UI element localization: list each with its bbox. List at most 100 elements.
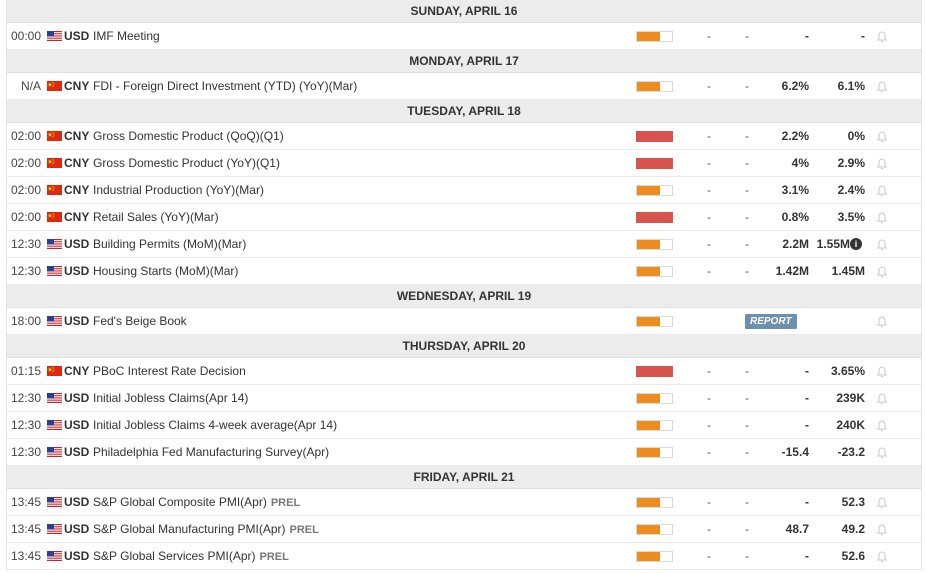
event-row[interactable]: 18:00 USD Fed's Beige Book REPORT — [7, 308, 921, 335]
event-name-text: Retail Sales (YoY)(Mar) — [93, 210, 219, 224]
event-time: 02:00 — [10, 129, 41, 143]
event-row[interactable]: 13:45 USD S&P Global Manufacturing PMI(A… — [7, 516, 921, 543]
event-time: 13:45 — [10, 522, 41, 536]
event-row[interactable]: 13:45 USD S&P Global Composite PMI(Apr) P… — [7, 489, 921, 516]
event-row[interactable]: 02:00 CNY Gross Domestic Product (QoQ)(Q… — [7, 123, 921, 150]
event-name[interactable]: IMF Meeting — [93, 23, 160, 50]
event-currency: USD — [64, 237, 90, 251]
bell-icon[interactable] — [876, 158, 888, 170]
bell-icon[interactable] — [876, 447, 888, 459]
info-icon[interactable]: i — [850, 238, 862, 250]
impact-bar-high — [636, 366, 673, 377]
event-row[interactable]: 12:30 USD Philadelphia Fed Manufacturing… — [7, 439, 921, 466]
previous-value: 0.8% — [781, 210, 809, 224]
prel-tag: PREL — [270, 497, 301, 509]
event-time: 12:30 — [10, 264, 41, 278]
event-currency: USD — [64, 445, 90, 459]
previous-value: 2.2M — [782, 237, 809, 251]
bell-icon[interactable] — [876, 366, 888, 378]
impact-bar-medium — [636, 185, 673, 196]
us-flag-icon — [47, 316, 62, 326]
day-header: MONDAY, APRIL 17 — [7, 50, 921, 73]
event-name[interactable]: Initial Jobless Claims(Apr 14) — [93, 385, 248, 412]
impact-fill — [637, 367, 672, 376]
previous-value: 3.1% — [781, 183, 809, 197]
event-time: 00:00 — [10, 29, 41, 43]
event-name[interactable]: S&P Global Composite PMI(Apr) PREL — [93, 489, 300, 517]
event-name[interactable]: Fed's Beige Book — [93, 308, 187, 335]
impact-bar-medium — [636, 266, 673, 277]
event-row[interactable]: 13:45 USD S&P Global Services PMI(Apr) PR… — [7, 543, 921, 570]
bell-icon[interactable] — [876, 420, 888, 432]
event-row[interactable]: 01:15 CNY PBoC Interest Rate Decision - … — [7, 358, 921, 385]
cn-flag-icon — [47, 81, 62, 91]
event-name-text: Initial Jobless Claims 4-week average(Ap… — [93, 418, 338, 432]
bell-icon[interactable] — [876, 31, 888, 43]
event-name-text: Gross Domestic Product (QoQ)(Q1) — [93, 129, 284, 143]
actual-value: - — [707, 264, 711, 278]
bell-icon[interactable] — [876, 316, 888, 328]
previous-value: 1.42M — [775, 264, 809, 278]
event-name[interactable]: Retail Sales (YoY)(Mar) — [93, 204, 219, 231]
event-name[interactable]: S&P Global Manufacturing PMI(Apr) PREL — [93, 516, 319, 544]
bell-icon[interactable] — [876, 81, 888, 93]
event-row[interactable]: 00:00 USD IMF Meeting - - - - — [7, 23, 921, 50]
event-name[interactable]: Building Permits (MoM)(Mar) — [93, 231, 246, 258]
event-currency: USD — [64, 264, 90, 278]
day-header: SUNDAY, APRIL 16 — [7, 0, 921, 23]
bell-icon[interactable] — [876, 266, 888, 278]
event-row[interactable]: 02:00 CNY Retail Sales (YoY)(Mar) - - 0.… — [7, 204, 921, 231]
event-name[interactable]: Philadelphia Fed Manufacturing Survey(Ap… — [93, 439, 329, 466]
impact-bar-medium — [636, 316, 673, 327]
event-name[interactable]: S&P Global Services PMI(Apr) PREL — [93, 543, 289, 571]
event-row[interactable]: 12:30 USD Housing Starts (MoM)(Mar) - - … — [7, 258, 921, 285]
event-name[interactable]: Housing Starts (MoM)(Mar) — [93, 258, 238, 285]
bell-icon[interactable] — [876, 524, 888, 536]
impact-fill — [637, 421, 661, 430]
us-flag-icon — [47, 393, 62, 403]
event-name[interactable]: PBoC Interest Rate Decision — [93, 358, 246, 385]
event-name[interactable]: Initial Jobless Claims 4-week average(Ap… — [93, 412, 337, 439]
forecast-value: - — [745, 418, 749, 432]
event-name-text: S&P Global Composite PMI(Apr) — [93, 495, 267, 509]
us-flag-icon — [47, 551, 62, 561]
consensus-value: 240K — [836, 418, 865, 432]
event-row[interactable]: 02:00 CNY Industrial Production (YoY)(Ma… — [7, 177, 921, 204]
event-currency: USD — [64, 314, 90, 328]
impact-fill — [637, 394, 661, 403]
impact-bar-medium — [636, 524, 673, 535]
us-flag-icon — [47, 31, 62, 41]
forecast-value: - — [745, 29, 749, 43]
bell-icon[interactable] — [876, 185, 888, 197]
event-name[interactable]: Gross Domestic Product (QoQ)(Q1) — [93, 123, 284, 150]
event-name[interactable]: Industrial Production (YoY)(Mar) — [93, 177, 264, 204]
bell-icon[interactable] — [876, 497, 888, 509]
event-name-text: Building Permits (MoM)(Mar) — [93, 237, 247, 251]
event-time: 12:30 — [10, 391, 41, 405]
event-name[interactable]: FDI - Foreign Direct Investment (YTD) (Y… — [93, 73, 357, 100]
forecast-value: - — [745, 183, 749, 197]
event-time: 02:00 — [10, 210, 41, 224]
report-button[interactable]: REPORT — [745, 314, 797, 329]
bell-icon[interactable] — [876, 212, 888, 224]
bell-icon[interactable] — [876, 239, 888, 251]
event-name-text: Gross Domestic Product (YoY)(Q1) — [93, 156, 280, 170]
event-name[interactable]: Gross Domestic Product (YoY)(Q1) — [93, 150, 280, 177]
event-row[interactable]: N/A CNY FDI - Foreign Direct Investment … — [7, 73, 921, 100]
impact-bar-high — [636, 158, 673, 169]
event-row[interactable]: 02:00 CNY Gross Domestic Product (YoY)(Q… — [7, 150, 921, 177]
event-row[interactable]: 12:30 USD Initial Jobless Claims(Apr 14)… — [7, 385, 921, 412]
forecast-value: - — [745, 522, 749, 536]
forecast-value: - — [745, 156, 749, 170]
event-name-text: PBoC Interest Rate Decision — [93, 364, 246, 378]
event-time: 12:30 — [10, 445, 41, 459]
impact-fill — [637, 240, 661, 249]
event-name-text: Philadelphia Fed Manufacturing Survey(Ap… — [93, 445, 330, 459]
bell-icon[interactable] — [876, 131, 888, 143]
event-row[interactable]: 12:30 USD Building Permits (MoM)(Mar) - … — [7, 231, 921, 258]
bell-icon[interactable] — [876, 551, 888, 563]
event-row[interactable]: 12:30 USD Initial Jobless Claims 4-week … — [7, 412, 921, 439]
bell-icon[interactable] — [876, 393, 888, 405]
consensus-value: 0% — [847, 129, 865, 143]
forecast-value: - — [745, 495, 749, 509]
